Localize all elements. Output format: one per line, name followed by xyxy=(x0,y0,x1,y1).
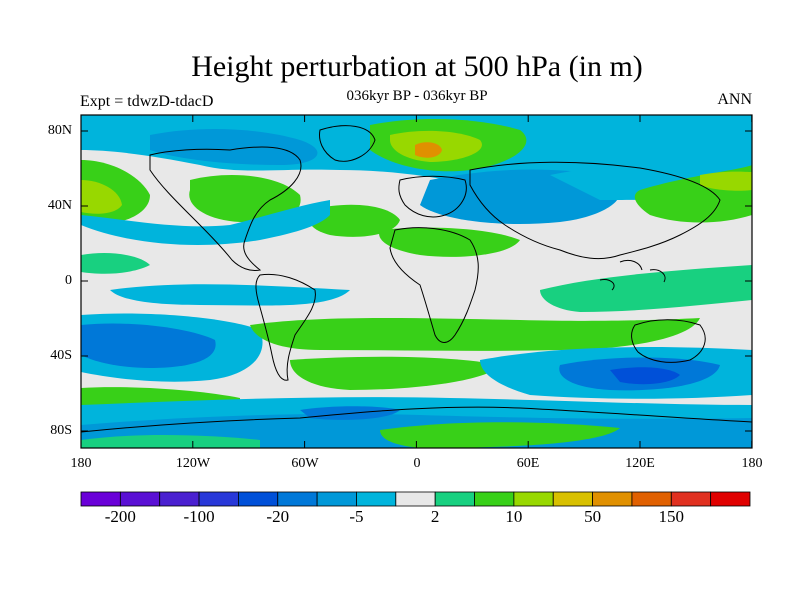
contour-sh-darkblue-east xyxy=(610,367,680,385)
lon-tick-label: 0 xyxy=(413,456,421,471)
north-america-coast xyxy=(149,146,302,271)
colorbar-swatch xyxy=(80,491,121,507)
contour-nh-cyan-band xyxy=(81,200,330,245)
europe-coast xyxy=(398,175,467,218)
colorbar-label: 10 xyxy=(505,507,523,526)
contour-tropical-green xyxy=(540,265,752,312)
colorbar-swatch xyxy=(474,491,515,507)
contour-pacific-lime xyxy=(81,180,122,214)
greenland-coast xyxy=(319,125,376,162)
contour-greenland-orange xyxy=(415,142,442,158)
se-asia-islands xyxy=(599,259,666,291)
lon-tick-label: 120W xyxy=(175,456,211,471)
contour-sh-green-lower xyxy=(290,356,500,390)
antarctica-coast xyxy=(81,406,752,433)
lat-tick-label: 40N xyxy=(47,198,72,213)
lat-tick-label: 40S xyxy=(50,348,72,363)
africa-coast xyxy=(389,227,479,343)
colorbar-swatch xyxy=(434,491,475,507)
contour-arctic-blue xyxy=(150,128,318,165)
lat-tick-label: 80N xyxy=(47,123,72,138)
colorbar xyxy=(80,491,751,507)
contour-tropical-cyan xyxy=(110,284,350,306)
colorbar-label: 50 xyxy=(584,507,602,526)
contour-namerica-green xyxy=(189,175,301,223)
colorbar-swatch xyxy=(119,491,161,507)
asia-coast xyxy=(469,161,721,260)
map-title: Height perturbation at 500 hPa (in m) xyxy=(191,50,643,83)
colorbar-swatch xyxy=(159,491,200,507)
coastlines xyxy=(81,125,752,433)
contour-eurasia-green xyxy=(379,227,520,257)
colorbar-label: -5 xyxy=(349,507,364,526)
colorbar-swatch xyxy=(670,491,712,507)
colorbar-swatch xyxy=(316,491,357,507)
axis-ticks xyxy=(80,115,753,448)
contour-sh-blue xyxy=(81,323,216,368)
colorbar-swatch xyxy=(631,491,672,507)
lat-tick-label: 80S xyxy=(50,423,72,438)
colorbar-label: -200 xyxy=(104,507,136,526)
colorbar-swatch xyxy=(356,491,397,507)
colorbar-label: -20 xyxy=(266,507,290,526)
lon-tick-label: 180 xyxy=(741,456,763,471)
colorbar-swatch xyxy=(198,491,239,507)
lon-tick-label: 60W xyxy=(291,456,319,471)
contour-asia-lime xyxy=(700,171,752,191)
colorbar-swatch xyxy=(277,491,318,507)
colorbar-swatch xyxy=(710,491,751,507)
colorbar-swatch xyxy=(238,491,279,507)
colorbar-swatch xyxy=(552,491,593,507)
contour-sh-green-mid xyxy=(250,317,700,351)
season-label: ANN xyxy=(717,91,752,108)
contour-antarctic-green-right xyxy=(380,422,620,448)
colorbar-label: 150 xyxy=(658,507,685,526)
lon-tick-label: 120E xyxy=(625,456,655,471)
colorbar-label: -100 xyxy=(183,507,215,526)
australia-coast xyxy=(631,319,706,363)
experiment-label: Expt = tdwzD-tdacD xyxy=(80,93,214,110)
lon-tick-label: 60E xyxy=(516,456,540,471)
south-america-coast xyxy=(255,273,316,381)
colorbar-swatch xyxy=(513,491,554,507)
contour-tropical-green2 xyxy=(81,253,150,274)
lon-tick-label: 180 xyxy=(70,456,92,471)
colorbar-swatch xyxy=(395,491,436,507)
colorbar-swatch xyxy=(592,491,633,507)
lat-tick-label: 0 xyxy=(65,273,72,288)
contour-atlantic-green xyxy=(308,204,400,237)
colorbar-label: 2 xyxy=(430,507,440,526)
contour-antarctic-green-left xyxy=(81,435,260,448)
map-subtitle: 036kyr BP - 036kyr BP xyxy=(346,88,488,104)
